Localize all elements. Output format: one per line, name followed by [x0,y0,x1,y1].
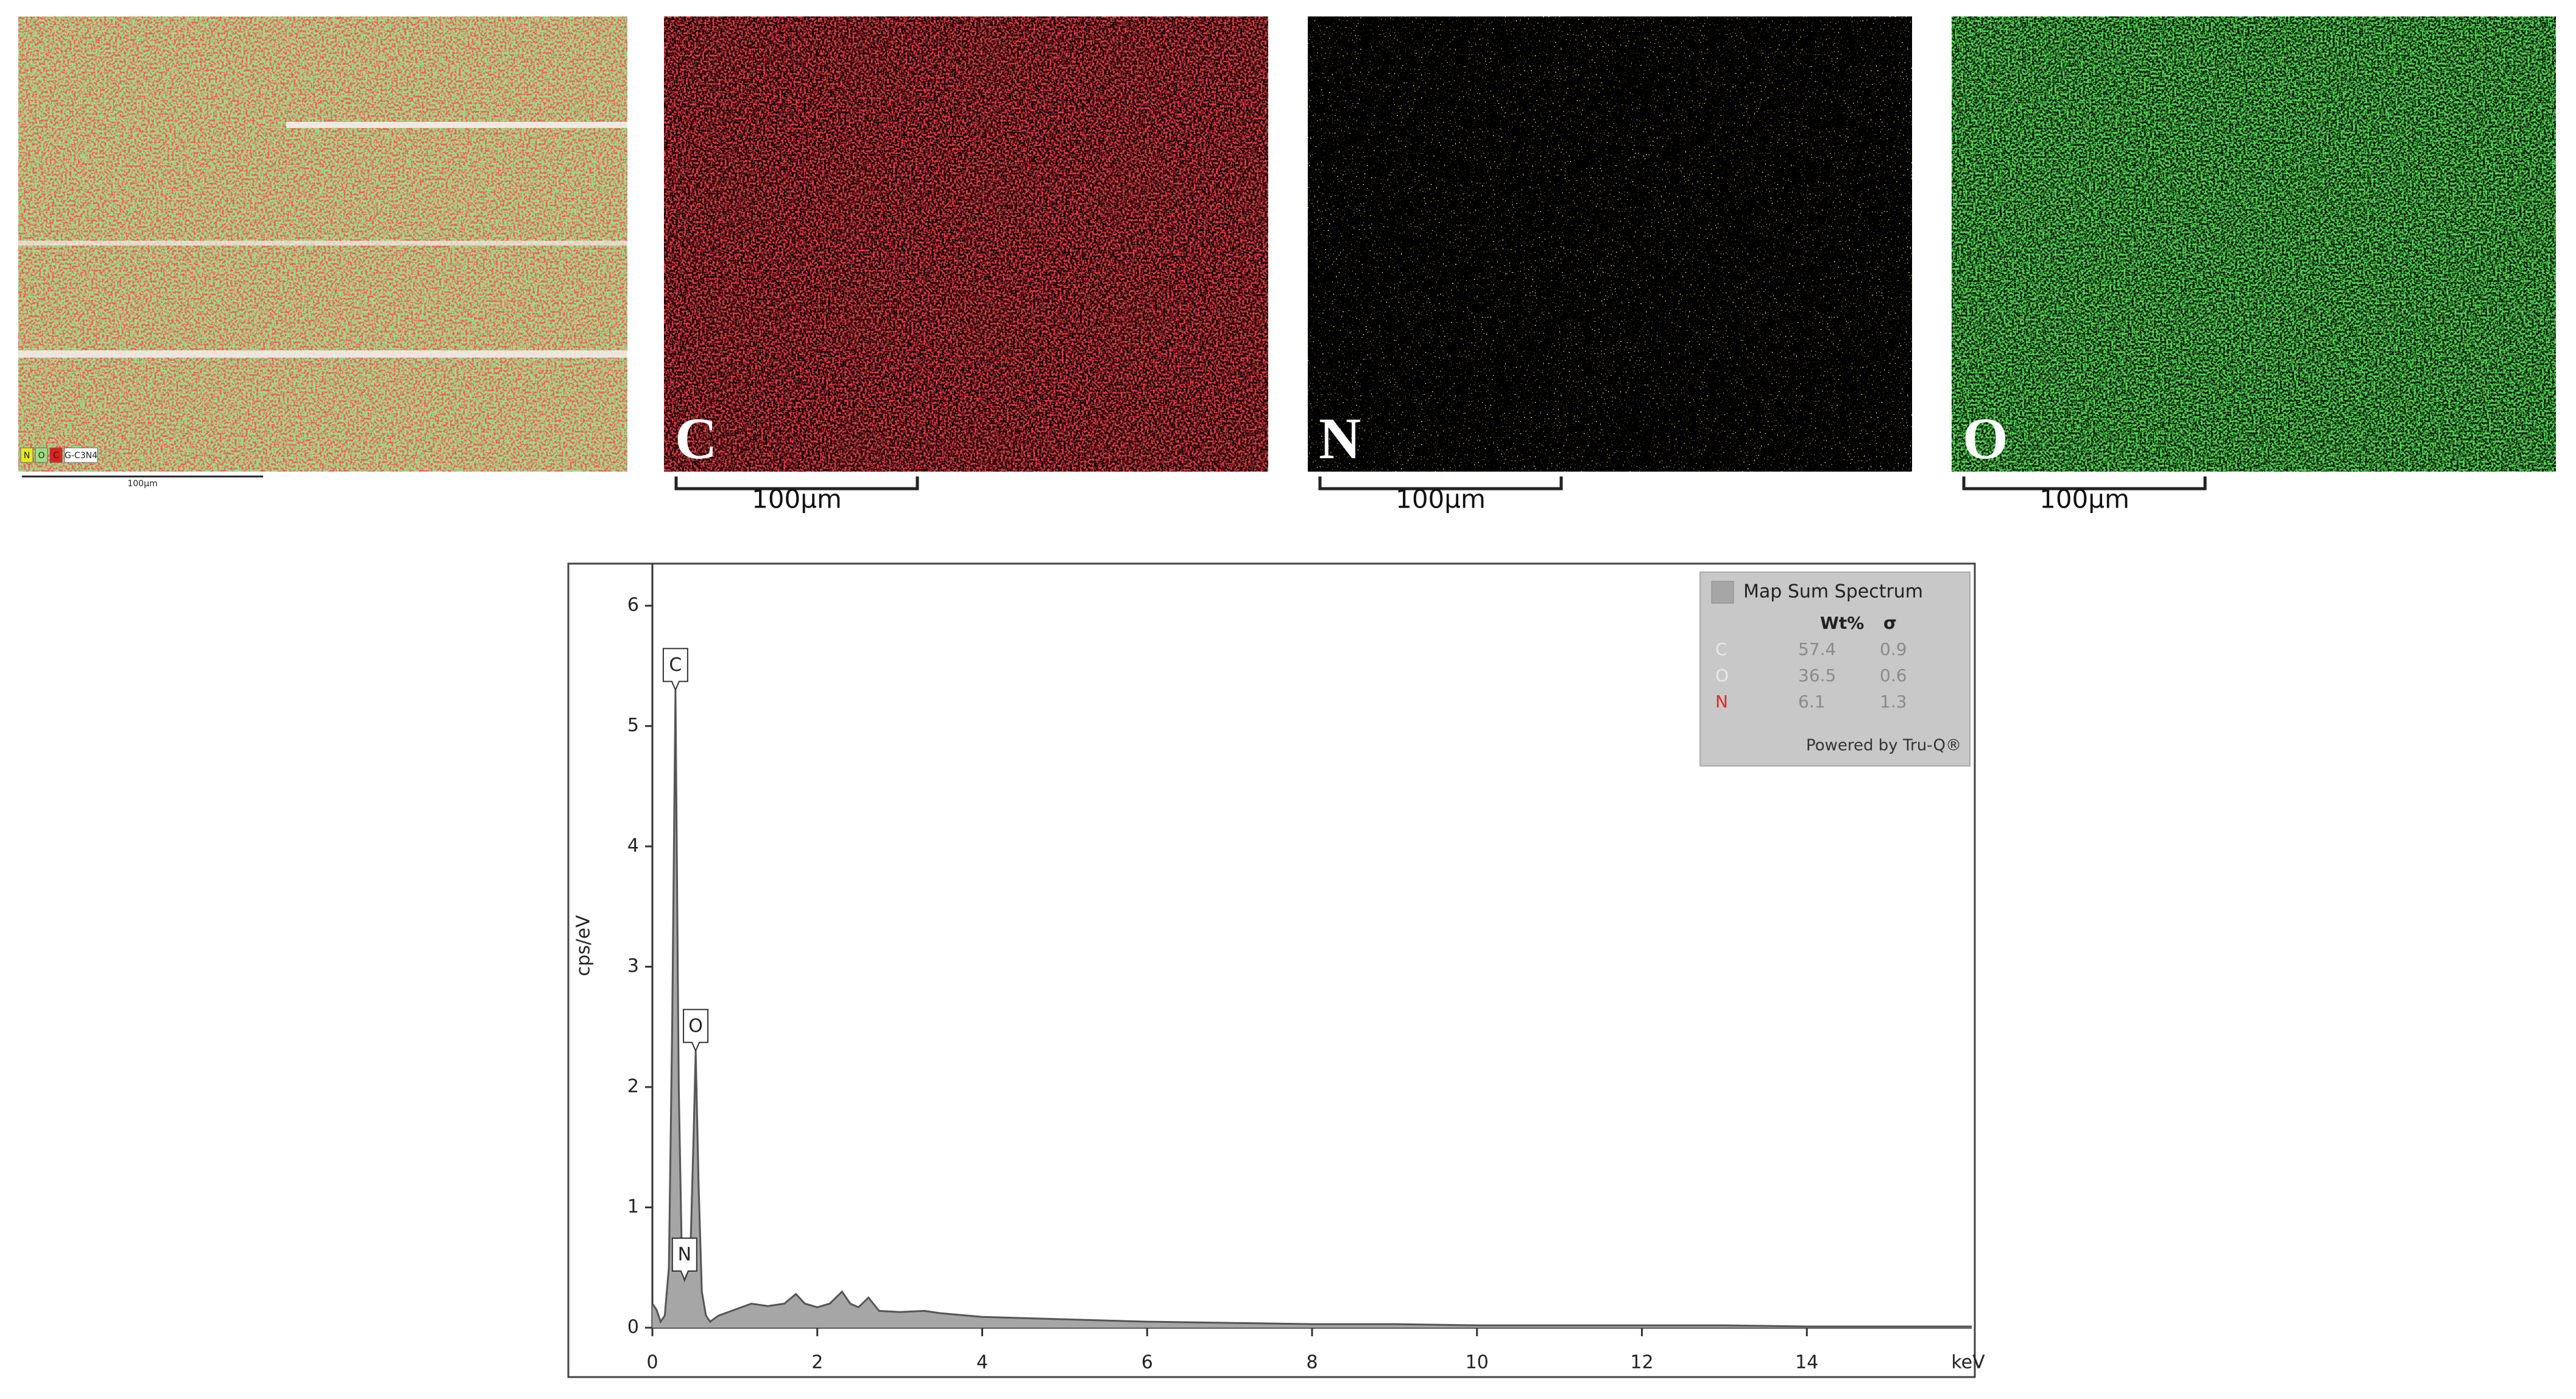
element-label: N [1319,406,1361,471]
table-header: σ [1883,613,1897,633]
element-label: C [675,406,717,471]
x-axis-label: keV [1951,1352,1985,1373]
table-element: O [1715,665,1729,685]
table-sigma: 0.6 [1880,665,1907,685]
quant-legend: Map Sum Spectrum Wt% σ C 57.4 0.9 O 36.5 0.6 N 6.1… [1699,572,1971,767]
x-tick-label: 12 [1630,1352,1653,1373]
y-axis-label: cps/eV [573,915,595,976]
peak-label: O [688,1015,703,1036]
scale-bar-label: 100µm [1396,484,1486,514]
x-tick-label: 0 [646,1352,658,1373]
table-wt: 6.1 [1798,692,1826,712]
legend-box [1699,572,1971,767]
table-wt: 57.4 [1798,639,1836,659]
map-c [664,16,1268,472]
y-tick-label: 2 [627,1076,639,1097]
map-legend-label: C [53,451,59,461]
scale-bar-label: 100µm [127,479,157,489]
map-legend-chip [64,447,98,463]
x-tick-label: 10 [1466,1352,1489,1373]
table-sigma: 1.3 [1880,692,1907,712]
map-legend-chip [20,447,34,463]
scale-bar [1962,476,2207,491]
peak-label: C [669,654,682,676]
table-sigma: 0.9 [1880,639,1907,659]
table-wt: 36.5 [1798,665,1836,685]
table-element: C [1715,639,1727,659]
x-tick-label: 6 [1142,1352,1153,1373]
map-legend-chip [49,447,63,463]
map-legend-label: O [38,451,44,461]
x-tick-label: 14 [1795,1352,1818,1373]
x-tick-label: 8 [1306,1352,1318,1373]
legend-swatch [1711,581,1734,604]
scale-bar [674,476,919,491]
element-label: O [1963,406,2008,471]
scale-bar [1318,476,1563,491]
map-n [1308,16,1912,472]
scale-bar-label: 100µm [752,484,842,514]
map-legend-label: N [24,451,30,461]
map-legend-label: G-C3N4 [65,451,97,461]
scale-bar-label: 100µm [2039,484,2130,514]
map-composite [18,16,627,472]
table-header: Wt% [1820,613,1864,633]
peak-label-box [662,648,688,692]
peak-label-box [683,1008,709,1053]
x-tick-label: 4 [976,1352,988,1373]
y-tick-label: 3 [627,955,639,977]
table-element: N [1715,692,1728,712]
peak-label-box [671,1238,697,1281]
legend-label: Map Sum Spectrum [1743,581,1923,603]
legend-footer: Powered by Tru-Q® [1806,737,1961,755]
spectrum-line [651,690,1972,1328]
map-legend-chip [35,447,48,463]
peak-label: N [678,1244,691,1266]
y-tick-label: 5 [627,715,639,736]
y-tick-label: 0 [627,1317,639,1338]
map-o [1952,16,2556,472]
x-tick-label: 2 [811,1352,823,1373]
y-tick-label: 4 [627,835,639,857]
y-tick-label: 1 [627,1196,639,1217]
y-tick-label: 6 [627,595,639,616]
